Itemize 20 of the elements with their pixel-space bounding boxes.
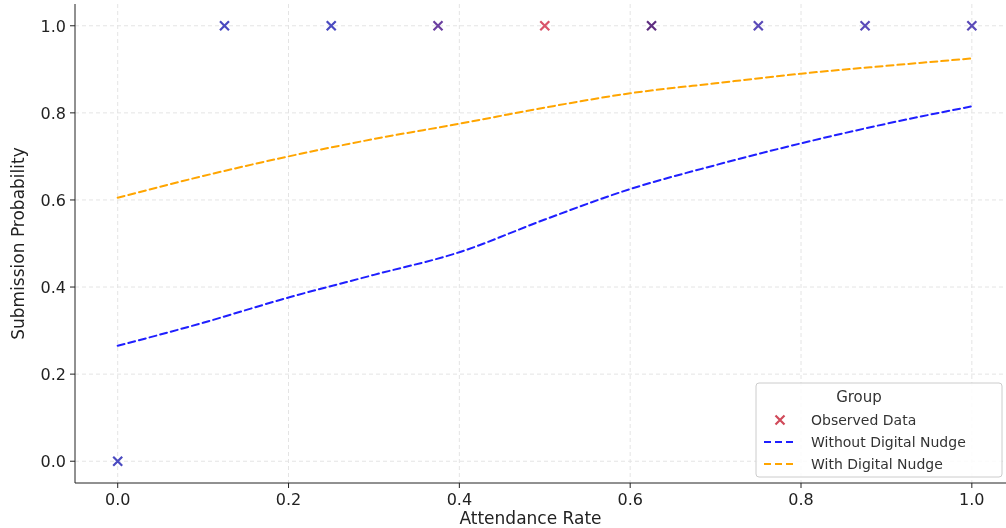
x-tick-label: 1.0 (959, 490, 985, 509)
y-tick-label: 0.2 (40, 365, 66, 385)
y-axis-title: Submission Probability (8, 147, 28, 340)
legend-label: With Digital Nudge (811, 456, 943, 472)
y-tick-label: 0.0 (40, 452, 66, 472)
x-tick-label: 0.2 (275, 490, 302, 509)
y-tick-label: 0.6 (40, 190, 66, 210)
y-tick-label: 1.0 (40, 16, 66, 36)
x-tick-label: 0.4 (446, 490, 473, 509)
x-axis-title: Attendance Rate (459, 508, 602, 528)
legend-label: Without Digital Nudge (811, 434, 966, 450)
legend-title: Group (836, 388, 882, 406)
legend-label: Observed Data (811, 412, 917, 428)
y-tick-label: 0.4 (40, 278, 66, 298)
line-series (116, 57, 973, 199)
y-tick-label: 0.8 (40, 103, 66, 123)
x-tick-label: 0.8 (788, 490, 814, 509)
line-series (116, 105, 973, 347)
x-tick-label: 0.0 (104, 490, 131, 509)
x-tick-label: 0.6 (617, 490, 643, 509)
